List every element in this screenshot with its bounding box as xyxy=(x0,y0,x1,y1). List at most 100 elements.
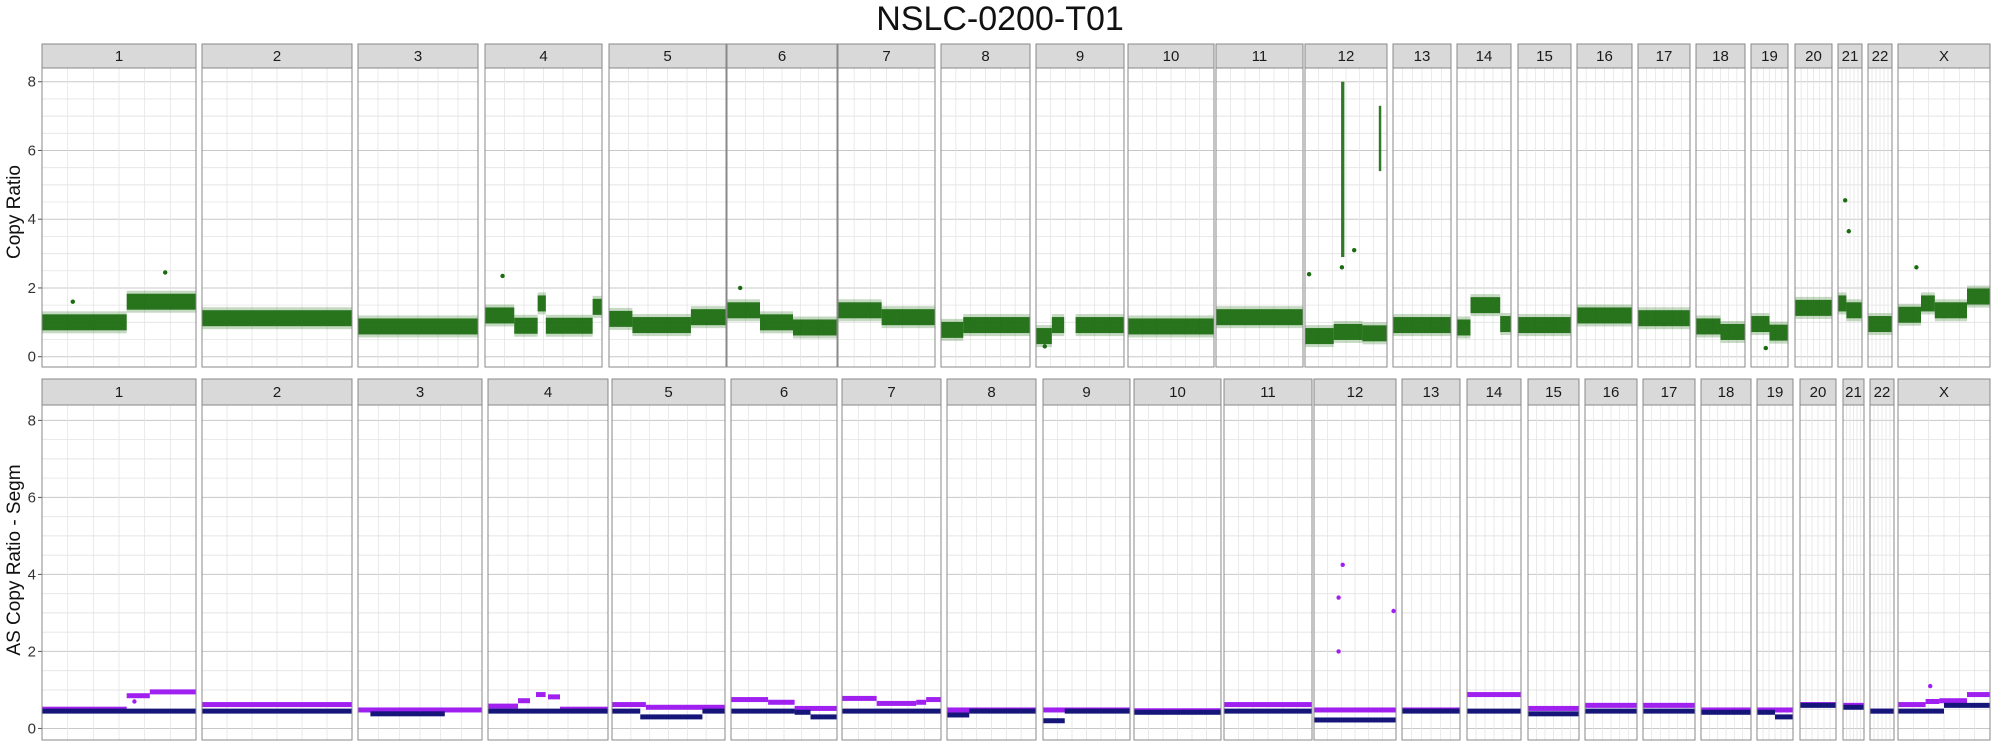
allelic-segment-minor xyxy=(202,708,352,714)
facet-strip-label: 1 xyxy=(115,384,123,401)
facet-border xyxy=(1642,404,1696,741)
allelic-segment-major xyxy=(926,697,941,703)
allelic-segment-minor xyxy=(488,708,608,714)
facet-panel-chr-8: 8 xyxy=(946,378,1037,741)
copy-ratio-segment xyxy=(838,302,882,319)
facet-strip-label: 6 xyxy=(778,48,786,65)
copy-ratio-scatter-halo xyxy=(1216,306,1303,329)
facet-border xyxy=(730,404,838,741)
facet-panel-chr-5: 5 xyxy=(608,43,727,368)
copy-ratio-scatter-halo xyxy=(838,299,882,322)
allelic-segment-major xyxy=(126,693,150,699)
facet-panel-chr-15: 15 xyxy=(1517,43,1572,368)
allelic-segment-minor xyxy=(1843,704,1864,710)
facet-strip-label: 15 xyxy=(1545,384,1562,401)
allelic-segment-minor xyxy=(810,714,837,720)
allelic-segment-minor xyxy=(969,708,1036,714)
facet-border xyxy=(1842,404,1865,741)
copy-ratio-scatter-halo xyxy=(941,318,964,341)
facet-panel-chr-5: 5 xyxy=(611,378,726,741)
facet-strip-label: 15 xyxy=(1536,48,1553,65)
facet-strip xyxy=(841,378,942,406)
y-tick-label: 2 xyxy=(28,643,36,660)
facet-strip xyxy=(41,378,197,406)
facet-strip-label: 20 xyxy=(1810,384,1827,401)
facet-panel-chr-21: 21 xyxy=(1842,378,1865,741)
facet-strip xyxy=(1223,378,1313,406)
copy-ratio-scatter-halo xyxy=(793,316,837,339)
facet-panel-chr-6: 6 xyxy=(726,43,838,368)
copy-ratio-scatter-halo xyxy=(1470,294,1501,317)
copy-ratio-scatter-halo xyxy=(1500,313,1511,336)
facet-border xyxy=(1527,404,1580,741)
y-tick-label: 0 xyxy=(28,349,36,366)
allelic-segment-minor xyxy=(1870,708,1894,714)
allelic-segment-minor xyxy=(1134,709,1221,715)
facet-strip-label: 10 xyxy=(1163,48,1180,65)
allelic-segment-minor xyxy=(1314,717,1396,723)
allelic-segment-major xyxy=(1939,698,1967,704)
allelic-segment-major xyxy=(202,702,352,708)
allelic-segment-minor xyxy=(731,708,795,714)
facet-strip xyxy=(357,378,483,406)
facet-border xyxy=(1304,67,1388,368)
allelic-segment-minor xyxy=(1402,708,1460,714)
y-tick-label: 4 xyxy=(28,211,36,228)
outlier-point xyxy=(1042,344,1048,349)
copy-ratio-scatter-halo xyxy=(358,315,478,338)
copy-ratio-scatter-halo xyxy=(1638,307,1690,330)
facet-strip xyxy=(1794,43,1833,69)
facet-border xyxy=(1756,404,1794,741)
copy-ratio-scatter-halo xyxy=(632,314,691,337)
copy-ratio-segment xyxy=(727,302,760,319)
allelic-segment-minor xyxy=(794,709,811,715)
facet-strip xyxy=(1897,43,1991,69)
copy-ratio-scatter-halo xyxy=(1577,304,1632,327)
facet-strip-label: 6 xyxy=(780,384,788,401)
facet-border xyxy=(1456,67,1512,368)
facet-strip-label: 19 xyxy=(1761,48,1778,65)
facet-panel-chr-20: 20 xyxy=(1794,43,1833,368)
facet-border xyxy=(1867,67,1893,368)
copy-ratio-segment xyxy=(760,314,793,331)
copy-ratio-scatter-halo xyxy=(609,307,633,330)
facet-strip xyxy=(1584,378,1638,406)
allelic-segment-major xyxy=(1585,702,1637,708)
facet-border xyxy=(1576,67,1633,368)
facet-strip-label: 7 xyxy=(887,384,895,401)
y-axis-title-copy-ratio: Copy Ratio xyxy=(4,165,25,259)
copy-ratio-segment xyxy=(1457,319,1471,336)
facet-strip xyxy=(1133,378,1222,406)
y-axis-title-as-copy-ratio: AS Copy Ratio - Segm xyxy=(4,464,25,655)
facet-panel-chr-2: 2 xyxy=(201,43,353,368)
facet-strip xyxy=(1576,43,1633,69)
facet-strip-label: 9 xyxy=(1076,48,1084,65)
copy-ratio-scatter-halo xyxy=(1362,322,1387,345)
facet-strip xyxy=(41,43,197,69)
copy-ratio-scatter-halo xyxy=(202,307,352,330)
facet-strip-label: 3 xyxy=(416,384,424,401)
outlier-point xyxy=(132,699,137,704)
facet-panel-chr-4: 4 xyxy=(484,43,603,368)
facet-border xyxy=(1695,67,1746,368)
outlier-point xyxy=(1763,345,1769,351)
facet-panel-chr-19: 19 xyxy=(1756,378,1794,741)
facet-strip-label: 8 xyxy=(987,384,995,401)
copy-ratio-scatter-halo xyxy=(760,311,793,334)
facet-panel-chr-1: 1 xyxy=(41,43,197,368)
copy-ratio-scatter-halo xyxy=(485,304,515,327)
facet-border xyxy=(1042,404,1131,741)
copy-ratio-segment xyxy=(202,310,352,327)
allelic-segment-minor xyxy=(702,708,725,714)
facet-strip-label: 2 xyxy=(273,48,281,65)
outlier-point xyxy=(70,299,76,304)
allelic-segment-major xyxy=(768,699,795,705)
allelic-segment-minor xyxy=(1898,708,1944,714)
allelic-segment-minor xyxy=(1528,711,1579,717)
facet-strip xyxy=(1750,43,1789,69)
facet-panel-chr-2: 2 xyxy=(201,378,353,741)
facet-panel-chr-11: 11 xyxy=(1215,43,1304,368)
facet-strip-label: 14 xyxy=(1476,48,1493,65)
allelic-segment-major xyxy=(1224,702,1312,708)
allelic-segment-major xyxy=(1467,692,1521,698)
